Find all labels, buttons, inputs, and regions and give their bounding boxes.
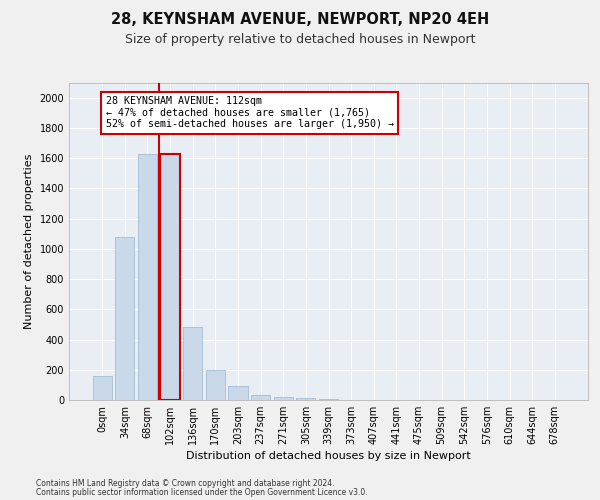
Text: Contains HM Land Registry data © Crown copyright and database right 2024.: Contains HM Land Registry data © Crown c… — [36, 479, 335, 488]
Bar — [251, 394, 270, 400]
Bar — [183, 328, 202, 400]
X-axis label: Distribution of detached houses by size in Newport: Distribution of detached houses by size … — [186, 451, 471, 461]
Bar — [160, 154, 180, 400]
Text: 28, KEYNSHAM AVENUE, NEWPORT, NP20 4EH: 28, KEYNSHAM AVENUE, NEWPORT, NP20 4EH — [111, 12, 489, 28]
Bar — [160, 154, 180, 400]
Bar — [274, 396, 293, 400]
Text: 28 KEYNSHAM AVENUE: 112sqm
← 47% of detached houses are smaller (1,765)
52% of s: 28 KEYNSHAM AVENUE: 112sqm ← 47% of deta… — [106, 96, 394, 130]
Bar — [115, 238, 134, 400]
Text: Contains public sector information licensed under the Open Government Licence v3: Contains public sector information licen… — [36, 488, 368, 497]
Text: Size of property relative to detached houses in Newport: Size of property relative to detached ho… — [125, 32, 475, 46]
Bar — [229, 386, 248, 400]
Y-axis label: Number of detached properties: Number of detached properties — [24, 154, 34, 329]
Bar — [319, 399, 338, 400]
Bar — [138, 154, 157, 400]
Bar — [206, 370, 225, 400]
Bar — [92, 376, 112, 400]
Bar — [296, 398, 316, 400]
